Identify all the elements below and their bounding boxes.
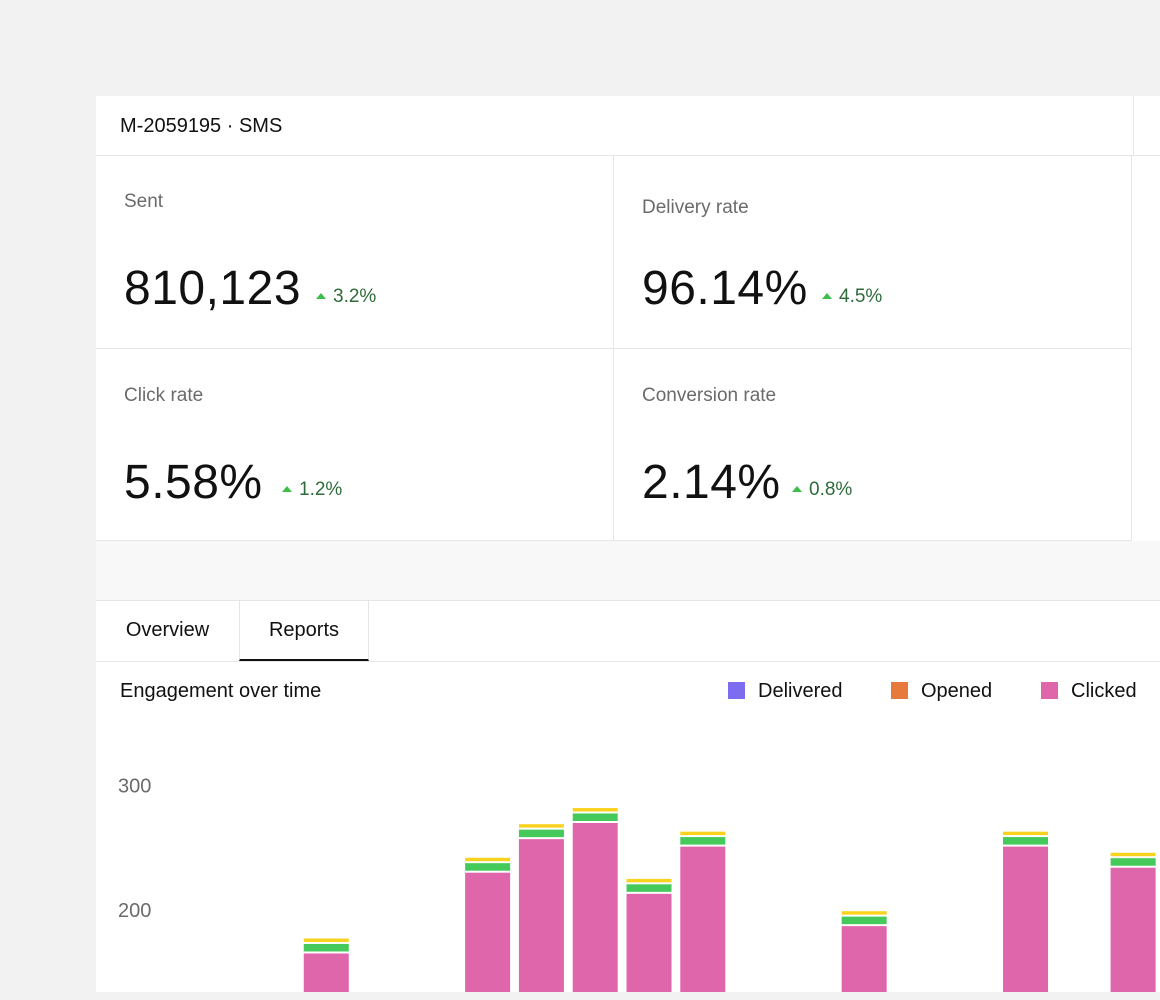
bar-segment-green [1003, 837, 1049, 845]
bar-segment-yellow [680, 831, 726, 836]
trend-up-icon [316, 293, 326, 299]
trend-up-icon [792, 486, 802, 492]
stat-delivery-rate: Delivery rate 96.14% 4.5% [614, 156, 1132, 349]
bar-segment-yellow [572, 808, 618, 812]
stat-value: 5.58% [124, 456, 263, 509]
stat-label: Sent [124, 191, 164, 212]
stat-delta: 3.2% [316, 286, 376, 308]
stat-label: Delivery rate [642, 197, 749, 218]
stat-divider [1131, 156, 1132, 541]
bar-segment-green [626, 884, 672, 892]
bar-segment-yellow [1110, 852, 1156, 857]
legend-delivered[interactable]: Delivered [728, 680, 842, 703]
legend-label: Delivered [758, 680, 843, 702]
bar-segment-green [303, 943, 349, 952]
report-tabs: Overview Reports [96, 601, 1160, 662]
chart-title: Engagement over time [120, 680, 322, 702]
stat-delta-value: 0.8% [809, 479, 853, 500]
legend-clicked[interactable]: Clicked [1041, 680, 1137, 703]
bar-segment-yellow [1003, 831, 1049, 836]
legend-label: Clicked [1071, 680, 1137, 702]
trend-up-icon [282, 486, 292, 492]
section-spacer [96, 541, 1160, 601]
bar-segment-green [518, 829, 564, 838]
bar-segment-clicked [518, 839, 564, 992]
bar-segment-green [1110, 858, 1156, 866]
bar-segment-green [572, 813, 618, 821]
bar-segment-clicked [626, 893, 672, 992]
bar-segment-green [465, 863, 511, 871]
stat-value: 810,123 [124, 262, 302, 315]
stat-sent: Sent 810,123 3.2% [96, 156, 613, 349]
tab-overview[interactable]: Overview [125, 619, 210, 641]
stat-label: Conversion rate [642, 385, 777, 406]
legend-opened[interactable]: Opened [891, 680, 992, 703]
title-divider [1133, 96, 1134, 155]
campaign-panel: M-2059195 · SMS Sent 810,123 3.2% Delive… [96, 96, 1160, 992]
legend-label: Opened [921, 680, 993, 702]
stat-label: Click rate [124, 385, 204, 406]
bar-segment-clicked [680, 846, 726, 992]
bar-segment-green [680, 837, 726, 845]
trend-up-icon [822, 293, 832, 299]
bar-segment-yellow [626, 878, 672, 883]
campaign-title: M-2059195 · SMS [120, 115, 283, 137]
legend-swatch [891, 682, 908, 699]
stat-value: 2.14% [642, 456, 781, 509]
stat-delta-value: 4.5% [839, 286, 883, 307]
y-tick-label: 300 [118, 776, 151, 798]
stat-delta-value: 3.2% [333, 286, 377, 307]
tab-reports[interactable]: Reports [239, 601, 369, 661]
bar-segment-yellow [518, 824, 564, 828]
legend-swatch [1041, 682, 1058, 699]
stat-value: 96.14% [642, 262, 808, 315]
stat-delta: 1.2% [282, 479, 342, 501]
y-tick-label: 200 [118, 900, 151, 922]
bar-segment-clicked [1110, 867, 1156, 992]
bar-segment-clicked [465, 872, 511, 992]
stat-divider [613, 156, 614, 541]
bar-segment-green [841, 916, 887, 925]
bar-segment-yellow [841, 911, 887, 915]
bar-segment-clicked [303, 953, 349, 992]
stat-delta: 4.5% [822, 286, 882, 308]
bar-segment-yellow [465, 857, 511, 862]
bar-segment-yellow [303, 938, 349, 942]
stat-delta-value: 1.2% [299, 479, 343, 500]
stat-click-rate: Click rate 5.58% 1.2% [96, 349, 613, 541]
bar-segment-clicked [572, 822, 618, 992]
legend-swatch [728, 682, 745, 699]
bar-segment-clicked [1003, 846, 1049, 992]
stat-conversion-rate: Conversion rate 2.14% 0.8% [614, 349, 1132, 541]
engagement-chart: 300 200 [118, 776, 1156, 992]
bar-segment-clicked [841, 926, 887, 992]
stat-delta: 0.8% [792, 479, 852, 501]
campaign-title-bar: M-2059195 · SMS [96, 96, 1160, 156]
